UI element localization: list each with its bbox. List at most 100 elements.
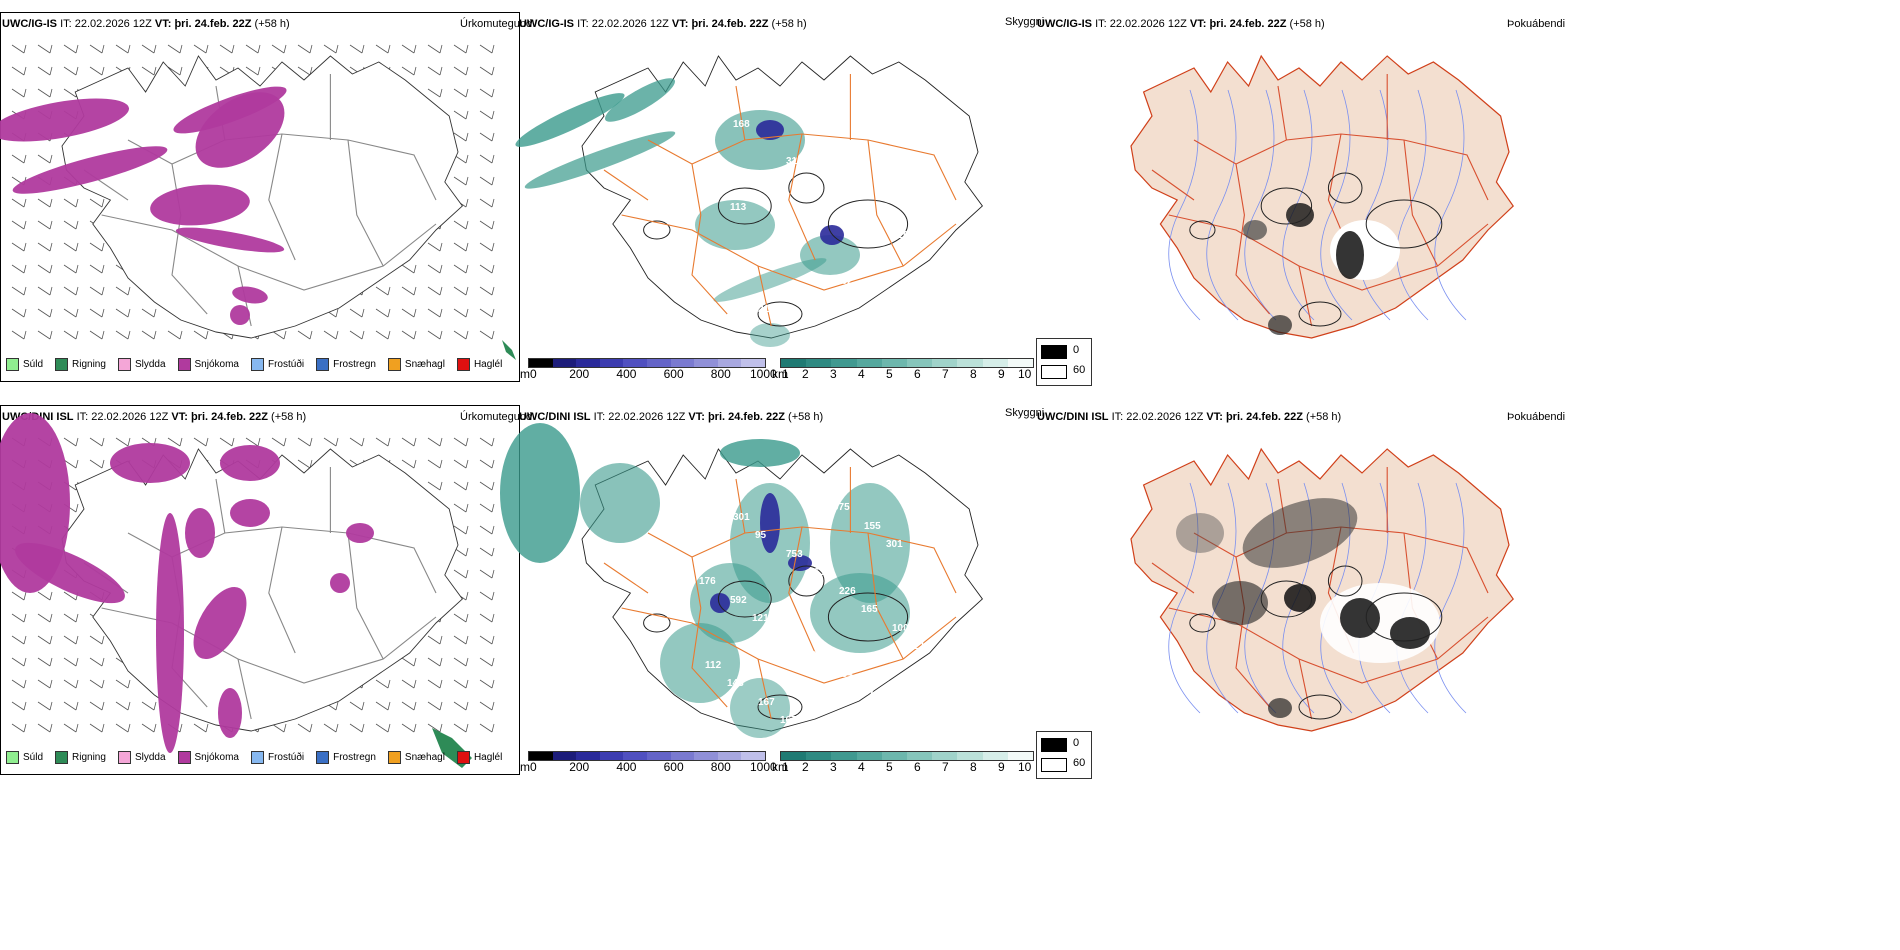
wind-barb xyxy=(141,330,155,340)
wind-barb xyxy=(11,613,25,623)
wind-barb xyxy=(115,701,129,711)
wind-barb-flag xyxy=(205,330,209,340)
cloudbase-top-unit: m xyxy=(520,367,530,381)
cloud-base-value: 592 xyxy=(730,595,747,606)
field-blob xyxy=(515,93,625,147)
wind-barb-flag xyxy=(23,44,27,54)
field-blob xyxy=(346,523,374,543)
cloud-base-value: 590 xyxy=(680,82,697,93)
wind-barb xyxy=(37,679,51,689)
wind-barb xyxy=(11,66,25,76)
wind-barb-flag xyxy=(153,66,157,76)
cloud-base-value: 128 xyxy=(805,650,822,661)
field-blob xyxy=(1336,231,1364,279)
road-line xyxy=(691,163,728,315)
precip-legend-item: Frostúði xyxy=(250,358,304,371)
legend-swatch xyxy=(250,751,264,764)
wind-barb xyxy=(349,330,363,340)
wind-barb-flag xyxy=(465,264,469,274)
wind-barb xyxy=(63,635,77,645)
wind-barb-flag xyxy=(101,701,105,711)
legend-label: Súld xyxy=(23,752,44,763)
wind-barb-flag xyxy=(75,679,79,689)
wind-barb xyxy=(453,657,467,667)
field-blob xyxy=(1212,581,1268,625)
wind-barb xyxy=(11,308,25,318)
header-top: UWC/IG-IS IT: 22.02.2026 12Z VT: þri. 24… xyxy=(2,18,290,30)
wind-barb-flag xyxy=(465,286,469,296)
wind-barb xyxy=(115,330,129,340)
wind-barb xyxy=(375,286,389,296)
wind-barb xyxy=(63,613,77,623)
wind-barb-flag xyxy=(387,679,391,689)
wind-barb xyxy=(11,723,25,733)
wind-barb xyxy=(11,635,25,645)
cloud-base-value: 176 xyxy=(699,576,716,587)
wind-barb xyxy=(427,437,441,447)
wind-barb xyxy=(479,591,493,601)
cloudbase-bottom-tick-label: 200 xyxy=(569,760,590,774)
wind-barb-flag xyxy=(127,437,131,447)
wind-barb xyxy=(453,220,467,230)
wind-barb xyxy=(63,88,77,98)
road-line xyxy=(347,139,384,267)
wind-barb-flag xyxy=(439,44,443,54)
wind-barb xyxy=(479,330,493,340)
roads-visibility xyxy=(603,467,957,720)
wind-barb xyxy=(479,437,493,447)
wind-barb xyxy=(323,437,337,447)
wind-barb xyxy=(453,503,467,513)
colorbar-segment xyxy=(529,752,553,760)
wind-barb-flag xyxy=(23,220,27,230)
legend-label: Frostúði xyxy=(267,752,305,763)
wind-barb-flag xyxy=(465,569,469,579)
road-line xyxy=(867,532,904,660)
wind-barb-flag xyxy=(179,723,183,733)
wind-barb-flag xyxy=(465,503,469,513)
cloud-base-value: 121 xyxy=(917,165,934,176)
wind-barb-flag xyxy=(439,481,443,491)
cloud-base-value: 112 xyxy=(705,660,722,671)
wind-barb-flag xyxy=(75,198,79,208)
wind-barb-flag xyxy=(413,701,417,711)
wind-barb-flag xyxy=(491,635,495,645)
colorbar-segment xyxy=(831,752,857,760)
field-blob xyxy=(715,110,805,170)
precip-legend-item: Súld xyxy=(6,751,43,764)
wind-barb-flag xyxy=(491,44,495,54)
wind-barb-flag xyxy=(23,286,27,296)
wind-barb-flag xyxy=(101,198,105,208)
wind-barb xyxy=(453,679,467,689)
cloud-base-value: 234 xyxy=(836,669,853,680)
field-blob xyxy=(1390,617,1430,649)
wind-barb xyxy=(11,88,25,98)
colorbar-segment xyxy=(907,752,933,760)
wind-barb-flag xyxy=(127,701,131,711)
cloud-base-value: 100 xyxy=(892,623,909,634)
visibility-top-unit: km xyxy=(772,367,788,381)
wind-barb-flag xyxy=(465,701,469,711)
wind-barb xyxy=(89,657,103,667)
wind-barb-flag xyxy=(23,308,27,318)
wind-barb xyxy=(297,66,311,76)
wind-barb-flag xyxy=(387,437,391,447)
road-line xyxy=(621,214,957,291)
wind-barb-flag xyxy=(361,44,365,54)
wind-barb xyxy=(245,66,259,76)
visibility-top-tick-label: 8 xyxy=(970,367,977,381)
wind-barb-flag xyxy=(23,198,27,208)
colorbar-segment xyxy=(646,752,671,760)
visibility-bottom-tick-label: 10 xyxy=(1018,760,1032,774)
legend-label: Rigning xyxy=(72,359,106,370)
wind-barb-flag xyxy=(49,88,53,98)
wind-barb-flag xyxy=(439,679,443,689)
wind-barb-flag xyxy=(465,330,469,340)
visibility-top-tick-label: 4 xyxy=(858,367,865,381)
colorbar-segment xyxy=(576,752,600,760)
cloud-base-value: 121 xyxy=(752,613,769,624)
cloudbase-top-tick-label: 800 xyxy=(710,367,731,381)
glacier-outline xyxy=(1260,187,1313,225)
precip-title-bottom: Úrkomutegund xyxy=(460,411,533,423)
legend-swatch xyxy=(177,751,191,764)
wind-barb-flag xyxy=(75,220,79,230)
